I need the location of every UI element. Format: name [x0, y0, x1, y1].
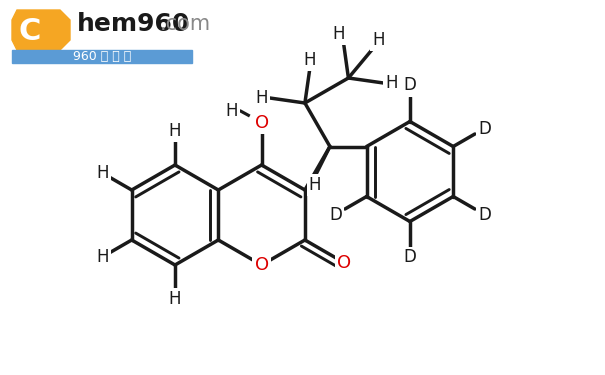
Text: H: H: [372, 31, 385, 49]
Text: O: O: [337, 254, 351, 272]
Text: hem960: hem960: [77, 12, 191, 36]
Text: D: D: [404, 76, 416, 94]
Text: O: O: [255, 256, 269, 274]
Text: D: D: [478, 120, 491, 138]
Text: C: C: [19, 16, 41, 45]
Text: H: H: [385, 74, 397, 92]
Text: H: H: [309, 176, 321, 194]
Text: H: H: [225, 102, 238, 120]
Text: H: H: [332, 25, 345, 43]
Text: H: H: [169, 290, 182, 308]
Text: D: D: [404, 249, 416, 267]
Text: D: D: [478, 206, 491, 224]
Text: 960 化 工 网: 960 化 工 网: [73, 50, 131, 63]
Text: D: D: [329, 206, 342, 224]
Text: H: H: [96, 164, 108, 182]
Text: H: H: [96, 248, 108, 266]
Text: H: H: [169, 122, 182, 140]
Polygon shape: [12, 50, 192, 63]
Text: H: H: [304, 51, 316, 69]
Text: .com: .com: [160, 14, 211, 34]
Text: O: O: [255, 114, 269, 132]
Polygon shape: [12, 10, 70, 50]
Text: H: H: [256, 89, 268, 107]
